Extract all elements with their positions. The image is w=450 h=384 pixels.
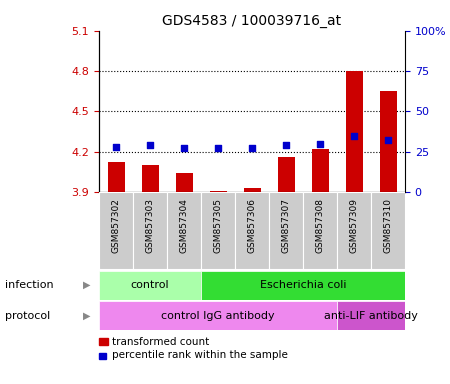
Text: GSM857303: GSM857303 bbox=[145, 198, 154, 253]
Bar bbox=[141, 165, 158, 192]
Bar bbox=[176, 173, 193, 192]
Title: GDS4583 / 100039716_at: GDS4583 / 100039716_at bbox=[162, 14, 342, 28]
Point bbox=[146, 142, 153, 148]
Text: control IgG antibody: control IgG antibody bbox=[161, 311, 275, 321]
Text: GSM857309: GSM857309 bbox=[350, 198, 359, 253]
Point bbox=[180, 146, 188, 152]
Bar bbox=[108, 162, 125, 192]
Point bbox=[112, 144, 120, 150]
Bar bbox=[269, 192, 303, 269]
Point bbox=[248, 146, 256, 152]
Bar bbox=[201, 271, 405, 300]
Point bbox=[283, 142, 290, 148]
Point bbox=[384, 137, 392, 144]
Text: ▶: ▶ bbox=[82, 311, 90, 321]
Bar bbox=[235, 192, 269, 269]
Text: GSM857308: GSM857308 bbox=[315, 198, 324, 253]
Bar bbox=[210, 190, 226, 192]
Text: GSM857310: GSM857310 bbox=[383, 198, 392, 253]
Text: percentile rank within the sample: percentile rank within the sample bbox=[112, 350, 288, 360]
Bar bbox=[346, 71, 363, 192]
Point bbox=[351, 132, 358, 139]
Text: GSM857307: GSM857307 bbox=[282, 198, 291, 253]
Bar bbox=[311, 149, 328, 192]
Point bbox=[316, 141, 324, 147]
Bar bbox=[337, 192, 371, 269]
Bar bbox=[371, 192, 405, 269]
Bar bbox=[133, 192, 167, 269]
Text: protocol: protocol bbox=[4, 311, 50, 321]
Text: GSM857305: GSM857305 bbox=[213, 198, 222, 253]
Bar bbox=[379, 91, 396, 192]
Text: Escherichia coli: Escherichia coli bbox=[260, 280, 346, 290]
Text: GSM857306: GSM857306 bbox=[248, 198, 256, 253]
Text: ▶: ▶ bbox=[82, 280, 90, 290]
Text: GSM857302: GSM857302 bbox=[112, 198, 121, 253]
Bar bbox=[99, 192, 133, 269]
Text: anti-LIF antibody: anti-LIF antibody bbox=[324, 311, 418, 321]
Text: infection: infection bbox=[4, 280, 53, 290]
Text: control: control bbox=[130, 280, 169, 290]
Bar bbox=[99, 271, 201, 300]
Bar bbox=[303, 192, 337, 269]
Bar bbox=[167, 192, 201, 269]
Text: GSM857304: GSM857304 bbox=[180, 198, 189, 253]
Bar bbox=[243, 188, 261, 192]
Bar bbox=[278, 157, 294, 192]
Bar bbox=[337, 301, 405, 330]
Text: transformed count: transformed count bbox=[112, 337, 210, 347]
Point bbox=[214, 146, 221, 152]
Bar bbox=[201, 192, 235, 269]
Bar bbox=[99, 301, 337, 330]
